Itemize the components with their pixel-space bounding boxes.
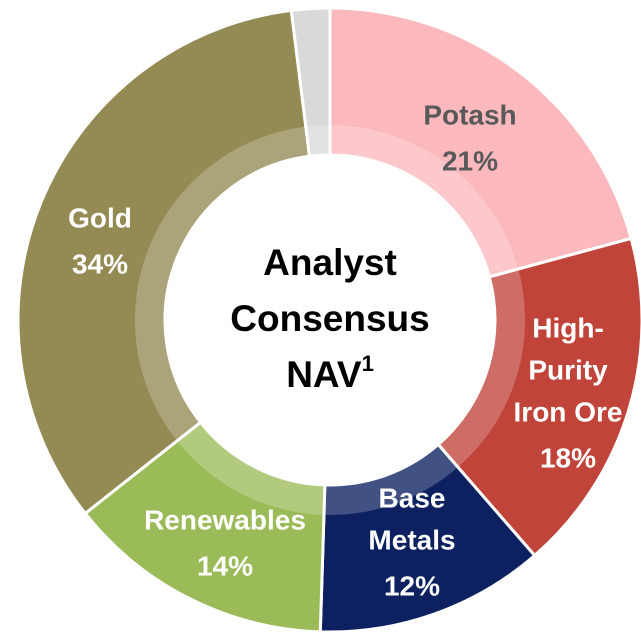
slice bbox=[328, 6, 633, 279]
slice bbox=[83, 420, 327, 634]
value-label: 34% bbox=[72, 248, 128, 279]
center-label: Consensus bbox=[230, 298, 429, 339]
slice-label: Iron Ore bbox=[514, 396, 623, 427]
center-label: NAV1 bbox=[286, 351, 374, 395]
slice-label: High- bbox=[532, 312, 604, 343]
center-label-line: Analyst bbox=[263, 242, 397, 283]
slice-label: Renewables bbox=[144, 504, 306, 535]
center-label: Analyst bbox=[263, 242, 397, 283]
inner-ring bbox=[135, 125, 525, 515]
slice bbox=[16, 8, 312, 516]
value-label: 18% bbox=[540, 442, 596, 473]
value-label: 12% bbox=[384, 570, 440, 601]
center-hole bbox=[167, 157, 493, 483]
center-label-line: NAV bbox=[286, 354, 362, 395]
slice-label: Purity bbox=[528, 354, 608, 385]
superscript: 1 bbox=[362, 351, 374, 376]
slice-label: Metals bbox=[368, 524, 455, 555]
value-label: 21% bbox=[442, 145, 498, 176]
slice bbox=[436, 236, 641, 558]
slice-label: Potash bbox=[423, 99, 516, 130]
slice-label: Gold bbox=[68, 202, 132, 233]
slice-label: Base bbox=[379, 482, 446, 513]
value-label: 14% bbox=[197, 550, 253, 581]
slice bbox=[289, 6, 332, 158]
center-label-line: Consensus bbox=[230, 298, 429, 339]
